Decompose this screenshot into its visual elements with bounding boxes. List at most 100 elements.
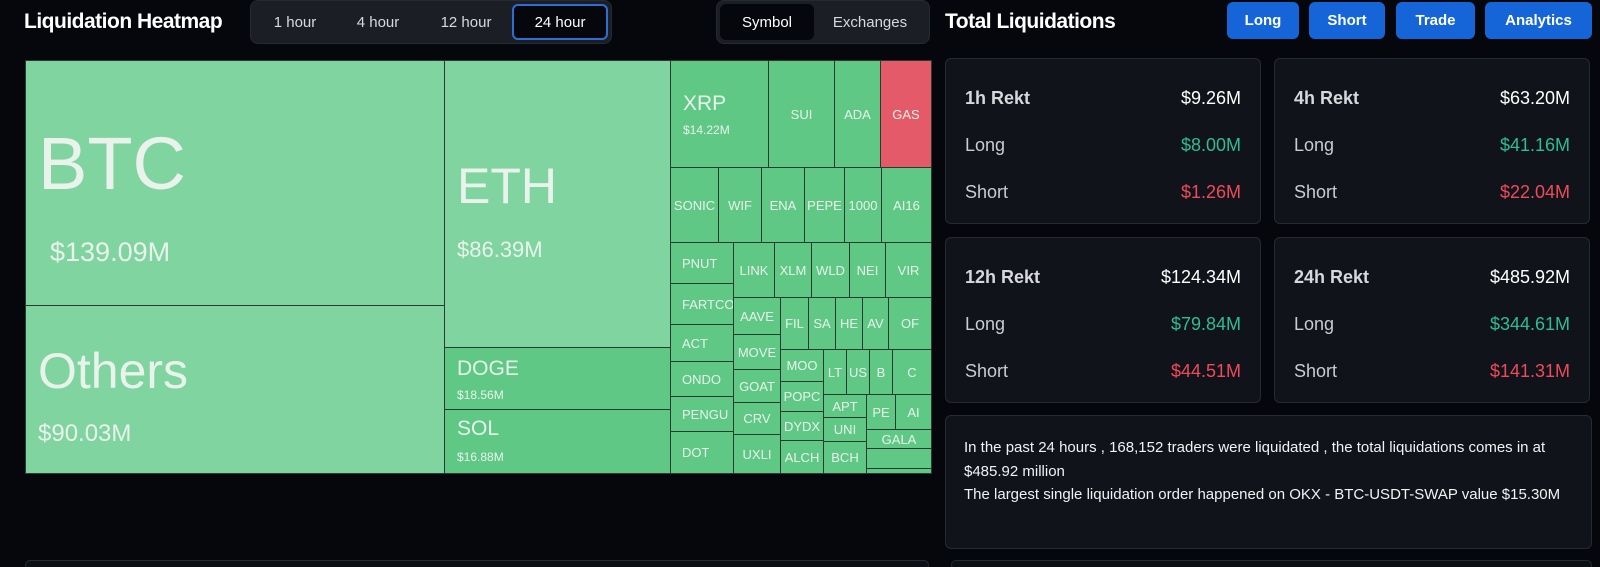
tile-nei[interactable]: NEI <box>849 242 886 298</box>
tile-popc[interactable]: POPC <box>780 381 824 412</box>
tile-symbol: NEI <box>856 263 879 277</box>
tab-1-hour[interactable]: 1 hour <box>273 13 317 31</box>
tile-gala[interactable]: GALA <box>866 429 932 449</box>
tile-symbol: SA <box>813 317 831 330</box>
tile-sui[interactable]: SUI <box>768 60 835 168</box>
tile-symbol: US <box>848 365 868 379</box>
tab-24-hour[interactable]: 24 hour <box>512 4 608 40</box>
tile-ena[interactable]: ENA <box>761 167 805 243</box>
tile-ai[interactable]: AI <box>895 394 932 430</box>
tile-symbol: GAS <box>892 107 920 121</box>
tile-wif[interactable]: WIF <box>718 167 762 243</box>
card-short-row: Short $22.04M <box>1294 180 1570 204</box>
tab-12-hour[interactable]: 12 hour <box>440 13 492 31</box>
tile-c[interactable]: C <box>892 349 932 395</box>
summary-line-1: In the past 24 hours , 168,152 traders w… <box>964 439 1546 480</box>
tile-symbol: MOVE <box>737 345 777 359</box>
tile-wld[interactable]: WLD <box>811 242 850 298</box>
tile-symbol: PEPE <box>807 198 842 212</box>
tile-symbol: AI <box>907 405 920 419</box>
tile-dydx[interactable]: DYDX <box>780 411 824 441</box>
tile-av[interactable]: AV <box>862 297 889 350</box>
tile-us[interactable]: US <box>846 349 870 395</box>
card-12h-rekt: 12h Rekt $124.34M Long $79.84M Short $44… <box>945 237 1261 403</box>
tile-symbol: SOL <box>457 417 500 440</box>
short-button[interactable]: Short <box>1309 2 1385 39</box>
tile-pe[interactable]: PE <box>866 394 896 430</box>
tab-4-hour[interactable]: 4 hour <box>356 13 400 31</box>
tile-of[interactable]: OF <box>888 297 932 350</box>
tile-symbol: XLM <box>779 263 807 277</box>
card-title: 12h Rekt <box>965 266 1041 287</box>
trade-button[interactable]: Trade <box>1396 2 1475 39</box>
tile-1000[interactable]: 1000 <box>844 167 882 243</box>
tile-ai16[interactable]: AI16 <box>881 167 932 243</box>
tile-btc[interactable]: BTC $139.09M <box>25 60 445 306</box>
tile-ondo[interactable]: ONDO <box>670 361 734 397</box>
long-label: Long <box>965 134 1006 155</box>
tile-gas[interactable]: GAS <box>880 60 932 168</box>
analytics-button[interactable]: Analytics <box>1485 2 1592 39</box>
tile-lt[interactable]: LT <box>823 349 847 395</box>
long-value: $344.61M <box>1489 313 1570 334</box>
short-value: $22.04M <box>1499 181 1570 202</box>
tile-value: $14.22M <box>683 123 730 137</box>
tile-he[interactable]: HE <box>835 297 863 350</box>
tile-sonic[interactable]: SONIC <box>670 167 719 243</box>
tab-exchanges[interactable]: Exchanges <box>832 13 908 31</box>
tile-pepe[interactable]: PEPE <box>804 167 845 243</box>
tile-bch[interactable] <box>866 448 932 469</box>
tile-act[interactable]: ACT <box>670 324 734 362</box>
long-value: $79.84M <box>1170 313 1241 334</box>
long-button[interactable]: Long <box>1227 2 1299 39</box>
tile-symbol: LINK <box>739 263 769 277</box>
tile-dot[interactable]: UXLI <box>733 434 781 474</box>
short-value: $141.31M <box>1489 360 1570 381</box>
tile-symbol: GOAT <box>739 379 775 393</box>
tile-uni[interactable]: UNI <box>823 417 867 442</box>
tile-fil[interactable]: FIL <box>780 297 809 350</box>
liquidation-treemap: BTC $139.09M Others $90.03M ETH $86.39M … <box>25 60 932 474</box>
long-value: $41.16M <box>1499 134 1570 155</box>
tile-eth[interactable]: ETH $86.39M <box>444 60 671 348</box>
tab-symbol[interactable]: Symbol <box>720 4 814 40</box>
card-title: 24h Rekt <box>1294 266 1370 287</box>
tile-xlm[interactable]: XLM <box>774 242 812 298</box>
tile-symbol: DYDX <box>783 419 821 433</box>
tile-aave[interactable]: AAVE <box>733 297 781 335</box>
tile-link[interactable]: LINK <box>733 242 775 298</box>
tile-swarms[interactable]: DOT <box>670 431 734 474</box>
tile-pengu[interactable]: PENGU <box>670 396 734 432</box>
tile-b[interactable]: B <box>869 349 893 395</box>
tile-ada[interactable]: ADA <box>834 60 881 168</box>
tile-sol[interactable]: SOL $16.88M <box>444 409 671 474</box>
heatmap-title: Liquidation Heatmap <box>24 10 223 33</box>
short-value: $1.26M <box>1180 181 1241 202</box>
short-label: Short <box>965 360 1009 381</box>
tile-crv[interactable]: CRV <box>733 402 781 435</box>
tile-misc[interactable] <box>866 468 932 474</box>
tile-symbol: UNI <box>833 423 857 436</box>
tile-moo[interactable]: MOO <box>780 349 824 382</box>
card-short-row: Short $1.26M <box>965 180 1241 204</box>
tile-sa[interactable]: SA <box>808 297 836 350</box>
long-value: $8.00M <box>1180 134 1241 155</box>
tile-symbol: LT <box>827 365 843 379</box>
tile-fartcoin[interactable]: FARTCOIN <box>670 283 734 325</box>
tile-alch[interactable]: BCH <box>823 441 867 474</box>
tile-xrp[interactable]: XRP $14.22M <box>670 60 769 168</box>
tile-vir[interactable]: VIR <box>885 242 932 298</box>
tile-symbol: ENA <box>769 198 797 212</box>
tile-symbol: OF <box>900 317 920 330</box>
tile-others[interactable]: Others $90.03M <box>25 305 445 474</box>
tile-uxli[interactable]: ALCH <box>780 440 824 474</box>
tile-move[interactable]: MOVE <box>733 334 781 370</box>
tile-symbol: APT <box>832 399 858 413</box>
tile-doge[interactable]: DOGE $18.56M <box>444 347 671 410</box>
tile-apt[interactable]: APT <box>823 394 867 418</box>
tile-pnut[interactable]: PNUT <box>670 242 734 284</box>
tile-symbol: ALCH <box>784 450 820 464</box>
tile-goat[interactable]: GOAT <box>733 369 781 403</box>
tile-symbol: Others <box>38 343 189 399</box>
time-range-tabs: 1 hour 4 hour 12 hour 24 hour <box>250 0 612 44</box>
